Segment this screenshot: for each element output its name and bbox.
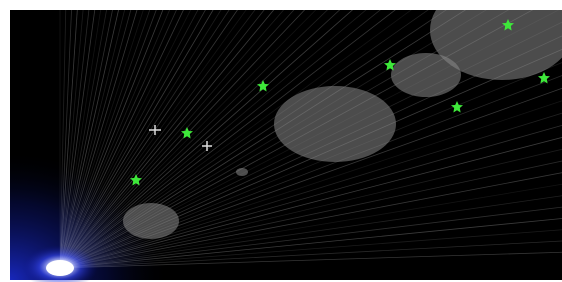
asteroid [236, 168, 248, 176]
asteroid [274, 86, 396, 162]
page-body: (() => { const svg = document.getElement… [0, 0, 562, 282]
light-core [46, 260, 74, 276]
asteroid [123, 203, 179, 239]
frame-top [10, 0, 562, 10]
page: Space scene {} html, body { margin: 0; p… [0, 0, 562, 282]
game-scene [0, 0, 562, 282]
